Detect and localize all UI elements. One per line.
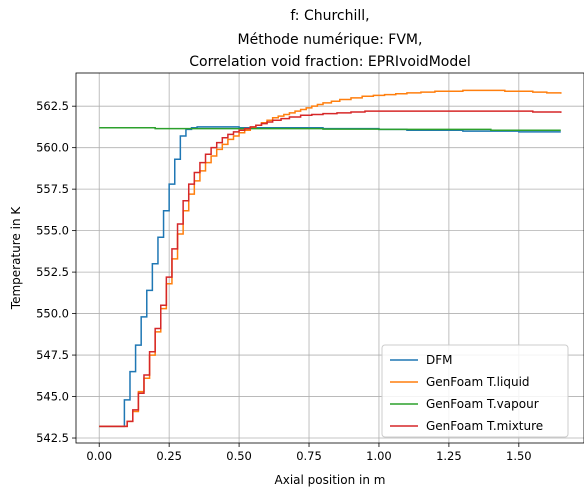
y-tick-label: 557.5	[36, 182, 69, 196]
title-line-3: Correlation void fraction: EPRIvoidModel	[189, 54, 470, 70]
y-tick-label: 545.0	[36, 390, 69, 404]
legend-label-genfoam-t-vapour: GenFoam T.vapour	[426, 397, 539, 411]
y-axis-label: Temperature in K	[9, 206, 23, 311]
x-tick-label: 1.00	[366, 449, 392, 463]
plot-series	[99, 89, 562, 428]
legend-label-genfoam-t-mixture: GenFoam T.mixture	[426, 419, 543, 433]
legend-box	[381, 344, 569, 438]
y-tick-label: 552.5	[36, 265, 69, 279]
y-tick-label: 547.5	[36, 348, 69, 362]
x-tick-label: 0.25	[156, 449, 182, 463]
x-tick-label: 1.50	[506, 449, 532, 463]
chart-title: f: Churchill, Méthode numérique: FVM, Co…	[189, 8, 470, 70]
y-tick-label: 550.0	[36, 307, 69, 321]
y-tick-label: 555.0	[36, 224, 69, 238]
title-line-1: f: Churchill,	[290, 8, 369, 24]
legend: DFM GenFoam T.liquid GenFoam T.vapour GenFo…	[381, 344, 569, 438]
x-axis-label: Axial position in m	[275, 473, 386, 487]
y-tick-label: 560.0	[36, 141, 69, 155]
legend-label-genfoam-t-liquid: GenFoam T.liquid	[426, 375, 530, 389]
x-tick-label: 0.50	[226, 449, 252, 463]
y-tick-label: 542.5	[36, 431, 69, 445]
legend-label-dfm: DFM	[426, 353, 453, 367]
series-line-genfoam-t-mixture	[99, 110, 562, 428]
x-tick-label: 1.25	[436, 449, 462, 463]
x-axis-ticks: 0.00 0.25 0.50 0.75 1.00 1.25 1.50	[86, 443, 532, 463]
title-line-2: Méthode numérique: FVM,	[238, 32, 423, 48]
series-line-genfoam-t-vapour	[99, 127, 561, 131]
x-tick-label: 0.75	[296, 449, 322, 463]
y-tick-label: 562.5	[36, 99, 69, 113]
x-tick-label: 0.00	[86, 449, 112, 463]
y-axis-ticks: 542.5 545.0 547.5 550.0 552.5 555.0 557.5 560.0…	[36, 99, 76, 445]
plot-frame	[75, 72, 584, 444]
